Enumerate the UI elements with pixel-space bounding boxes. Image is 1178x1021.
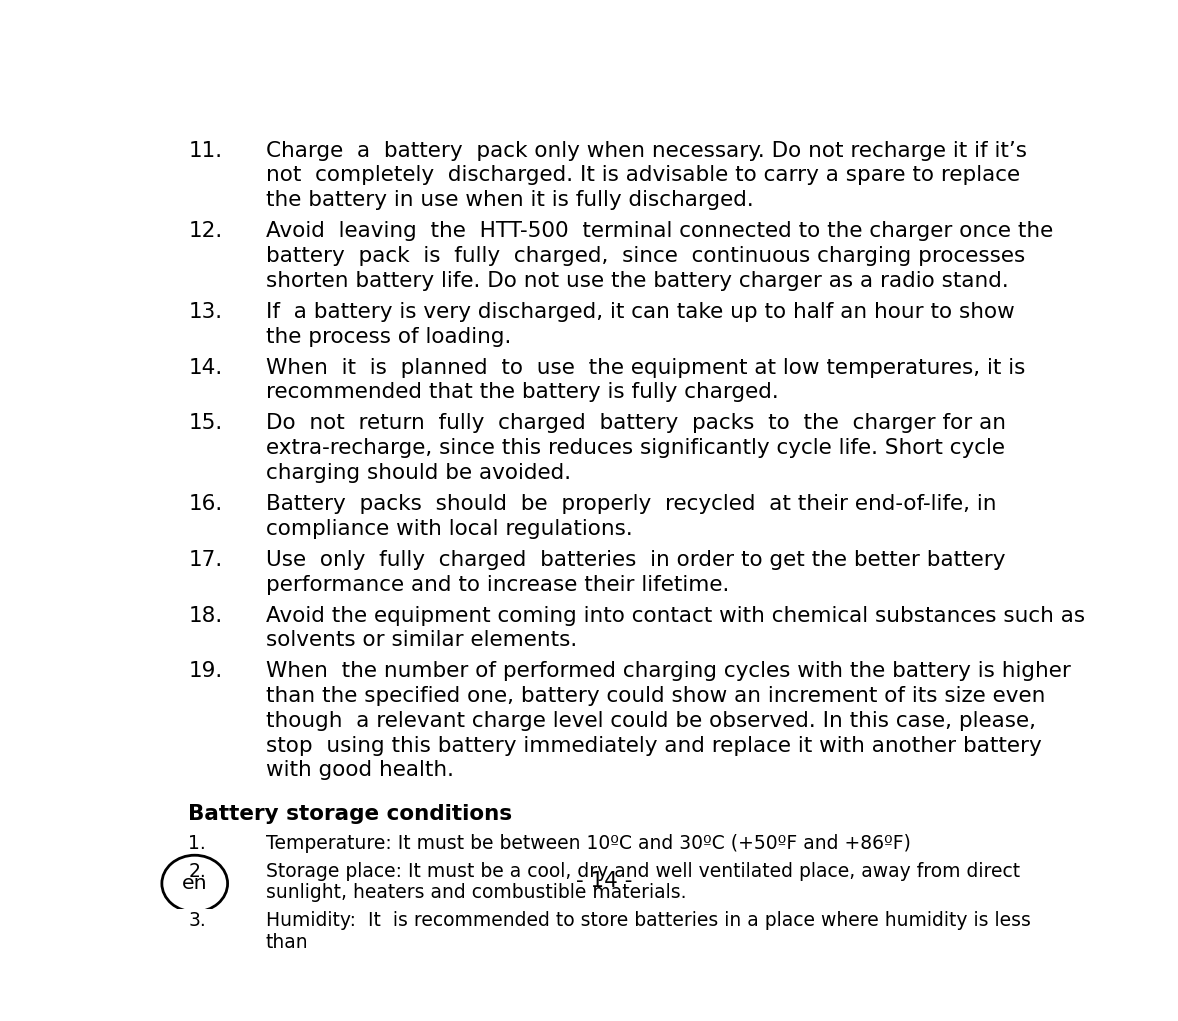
Text: 1.: 1. [188, 834, 206, 853]
Text: charging should be avoided.: charging should be avoided. [266, 463, 571, 483]
Text: Do  not  return  fully  charged  battery  packs  to  the  charger for an: Do not return fully charged battery pack… [266, 414, 1006, 433]
Text: 17.: 17. [188, 549, 223, 570]
Text: Temperature: It must be between 10ºC and 30ºC (+50ºF and +86ºF): Temperature: It must be between 10ºC and… [266, 834, 911, 853]
Text: When  the number of performed charging cycles with the battery is higher: When the number of performed charging cy… [266, 662, 1071, 681]
Text: 12.: 12. [188, 222, 223, 241]
Text: Avoid the equipment coming into contact with chemical substances such as: Avoid the equipment coming into contact … [266, 605, 1085, 626]
Text: stop  using this battery immediately and replace it with another battery: stop using this battery immediately and … [266, 736, 1041, 756]
Text: 14.: 14. [188, 357, 223, 378]
Text: 2.: 2. [188, 862, 206, 880]
Text: with good health.: with good health. [266, 761, 454, 780]
Text: Avoid  leaving  the  HTT-500  terminal connected to the charger once the: Avoid leaving the HTT-500 terminal conne… [266, 222, 1053, 241]
Text: Battery storage conditions: Battery storage conditions [188, 804, 512, 824]
Text: battery  pack  is  fully  charged,  since  continuous charging processes: battery pack is fully charged, since con… [266, 246, 1025, 265]
Text: sunlight, heaters and combustible materials.: sunlight, heaters and combustible materi… [266, 883, 687, 903]
Text: solvents or similar elements.: solvents or similar elements. [266, 630, 577, 650]
Text: When  it  is  planned  to  use  the equipment at low temperatures, it is: When it is planned to use the equipment … [266, 357, 1025, 378]
Text: 16.: 16. [188, 494, 223, 514]
Text: shorten battery life. Do not use the battery charger as a radio stand.: shorten battery life. Do not use the bat… [266, 271, 1008, 291]
Text: 11.: 11. [188, 141, 223, 160]
Text: 13.: 13. [188, 302, 223, 322]
Text: compliance with local regulations.: compliance with local regulations. [266, 519, 633, 539]
Text: 15.: 15. [188, 414, 223, 433]
Text: than the specified one, battery could show an increment of its size even: than the specified one, battery could sh… [266, 686, 1045, 707]
Text: 3.: 3. [188, 911, 206, 930]
Text: 19.: 19. [188, 662, 223, 681]
Text: extra-recharge, since this reduces significantly cycle life. Short cycle: extra-recharge, since this reduces signi… [266, 438, 1005, 458]
Text: Storage place: It must be a cool, dry and well ventilated place, away from direc: Storage place: It must be a cool, dry an… [266, 862, 1020, 880]
Text: If  a battery is very discharged, it can take up to half an hour to show: If a battery is very discharged, it can … [266, 302, 1014, 322]
Text: the battery in use when it is fully discharged.: the battery in use when it is fully disc… [266, 190, 754, 210]
Text: 18.: 18. [188, 605, 223, 626]
Text: than: than [266, 933, 309, 952]
Text: recommended that the battery is fully charged.: recommended that the battery is fully ch… [266, 382, 779, 402]
Text: Battery  packs  should  be  properly  recycled  at their end-of-life, in: Battery packs should be properly recycle… [266, 494, 997, 514]
Text: en: en [181, 874, 207, 893]
Text: though  a relevant charge level could be observed. In this case, please,: though a relevant charge level could be … [266, 711, 1035, 731]
Text: not  completely  discharged. It is advisable to carry a spare to replace: not completely discharged. It is advisab… [266, 165, 1020, 186]
Text: performance and to increase their lifetime.: performance and to increase their lifeti… [266, 575, 729, 594]
Text: Humidity:  It  is recommended to store batteries in a place where humidity is le: Humidity: It is recommended to store bat… [266, 911, 1031, 930]
Text: - 14 -: - 14 - [576, 871, 631, 891]
Text: Charge  a  battery  pack only when necessary. Do not recharge it if it’s: Charge a battery pack only when necessar… [266, 141, 1027, 160]
Text: the process of loading.: the process of loading. [266, 327, 511, 346]
Text: Use  only  fully  charged  batteries  in order to get the better battery: Use only fully charged batteries in orde… [266, 549, 1006, 570]
